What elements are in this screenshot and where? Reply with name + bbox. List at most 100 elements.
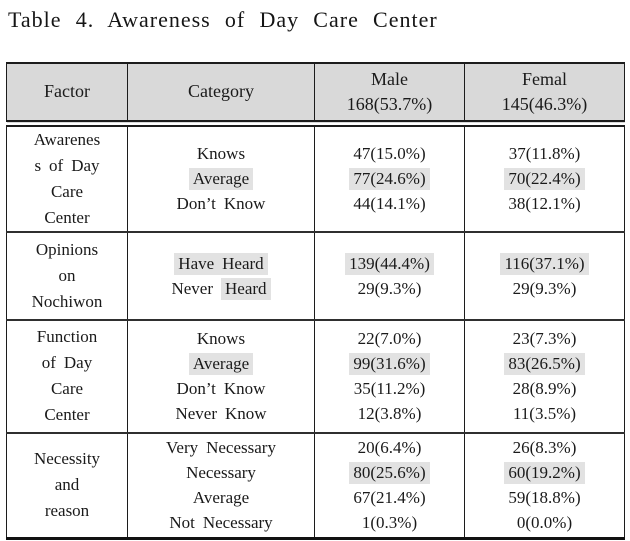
cell-line: Necessary — [128, 460, 314, 485]
category-cell: Have Heard Never Heard — [127, 231, 315, 320]
cell-line: Knows — [128, 326, 314, 351]
cell-text: Don’t Know — [176, 194, 266, 213]
table-section-row: Function of Day Care Center Knows Average D… — [6, 319, 625, 433]
highlighted-text: 83(26.5%) — [504, 353, 585, 375]
cell-text: 35(11.2%) — [353, 379, 426, 398]
cell-line: Never Heard — [128, 276, 314, 301]
male-cell: 139(44.4%) 29(9.3%) — [314, 231, 465, 320]
cell-line: Very Necessary — [128, 435, 314, 460]
cell-text: Necessary — [186, 463, 256, 483]
cell-text: Knows — [196, 144, 246, 163]
male-cell: 47(15.0%) 77(24.6%) 44(14.1%) — [314, 123, 465, 232]
cell-line: Don’t Know — [128, 191, 314, 216]
table-section-row: Necessity and reason Very Necessary Necess… — [6, 432, 625, 539]
cell-text: 0(0.0%) — [516, 513, 573, 533]
cell-text: 23(7.3%) — [512, 329, 577, 348]
factor-cell: Awarenes s of Day Care Center — [6, 123, 128, 232]
cell-line: Average — [128, 166, 314, 191]
highlighted-text: 80(25.6%) — [349, 462, 430, 485]
cell-text: Very Necessary — [166, 438, 276, 458]
highlighted-text: Average — [188, 168, 254, 190]
cell-text: 11(3.5%) — [512, 404, 577, 423]
cell-line: 83(26.5%) — [465, 351, 624, 376]
header-factor: Factor — [6, 62, 128, 127]
cell-line: 22(7.0%) — [315, 326, 464, 351]
cell-text: Not Necessary — [169, 513, 273, 533]
cell-text: Average — [192, 488, 250, 508]
highlighted-text: 116(37.1%) — [500, 252, 589, 275]
cell-line: 28(8.9%) — [465, 376, 624, 401]
male-cell: 22(7.0%) 99(31.6%) 35(11.2%) 12(3.8%) — [314, 319, 465, 433]
cell-line: Not Necessary — [128, 510, 314, 535]
highlighted-text: Average — [188, 353, 254, 375]
cell-text: Knows — [196, 329, 246, 348]
cell-line: 116(37.1%) — [465, 251, 624, 276]
cell-line: Knows — [128, 141, 314, 166]
cell-line: Have Heard — [128, 251, 314, 276]
cell-text: 1(0.3%) — [361, 513, 418, 533]
cell-text: 28(8.9%) — [512, 379, 577, 398]
cell-text: 47(15.0%) — [353, 144, 426, 163]
female-cell: 37(11.8%) 70(22.4%) 38(12.1%) — [464, 123, 625, 232]
cell-line: 23(7.3%) — [465, 326, 624, 351]
cell-text: 12(3.8%) — [357, 404, 422, 423]
cell-line: 1(0.3%) — [315, 510, 464, 535]
cell-line: 0(0.0%) — [465, 510, 624, 535]
highlighted-text: 77(24.6%) — [349, 168, 430, 190]
highlighted-text: Heard — [221, 277, 271, 300]
cell-line: 26(8.3%) — [465, 435, 624, 460]
cell-line: Average — [128, 351, 314, 376]
highlighted-text: 99(31.6%) — [349, 353, 430, 375]
cell-text: Don’t Know — [176, 379, 266, 398]
cell-text: 59(18.8%) — [508, 488, 581, 508]
cell-line: 60(19.2%) — [465, 460, 624, 485]
cell-line: 67(21.4%) — [315, 485, 464, 510]
header-female: Femal 145(46.3%) — [464, 62, 625, 127]
cell-text: Never — [171, 278, 221, 298]
awareness-table: Factor Category Male 168(53.7%) Femal 14… — [6, 62, 625, 540]
category-cell: Knows Average Don’t Know — [127, 123, 315, 232]
cell-line: 70(22.4%) — [465, 166, 624, 191]
cell-line: Don’t Know — [128, 376, 314, 401]
cell-text: 29(9.3%) — [512, 278, 577, 298]
cell-line: 59(18.8%) — [465, 485, 624, 510]
cell-line: Never Know — [128, 401, 314, 426]
cell-text: 67(21.4%) — [353, 488, 426, 508]
header-male: Male 168(53.7%) — [314, 62, 465, 127]
cell-text: 26(8.3%) — [512, 438, 577, 458]
category-cell: Very Necessary Necessary Average Not Necess… — [127, 432, 315, 539]
cell-line: 80(25.6%) — [315, 460, 464, 485]
cell-line: 47(15.0%) — [315, 141, 464, 166]
cell-line: 11(3.5%) — [465, 401, 624, 426]
cell-text: Never Know — [175, 404, 267, 423]
cell-line: 139(44.4%) — [315, 251, 464, 276]
cell-text: 38(12.1%) — [508, 194, 581, 213]
table-section-row: Awarenes s of Day Care Center Knows Averag… — [6, 123, 625, 232]
cell-line: 99(31.6%) — [315, 351, 464, 376]
cell-line: 38(12.1%) — [465, 191, 624, 216]
female-cell: 26(8.3%) 60(19.2%) 59(18.8%) 0(0.0%) — [464, 432, 625, 539]
cell-line: 77(24.6%) — [315, 166, 464, 191]
cell-line: 12(3.8%) — [315, 401, 464, 426]
highlighted-text: 139(44.4%) — [345, 252, 434, 275]
cell-text: 20(6.4%) — [357, 438, 422, 458]
factor-cell: Opinions on Nochiwon — [6, 231, 128, 320]
cell-line: 44(14.1%) — [315, 191, 464, 216]
table-caption: Table 4. Awareness of Day Care Center — [8, 7, 438, 32]
cell-line: Average — [128, 485, 314, 510]
female-cell: 23(7.3%) 83(26.5%) 28(8.9%) 11(3.5%) — [464, 319, 625, 433]
cell-text: 37(11.8%) — [508, 144, 581, 163]
female-cell: 116(37.1%) 29(9.3%) — [464, 231, 625, 320]
factor-cell: Necessity and reason — [6, 432, 128, 539]
cell-line: 29(9.3%) — [465, 276, 624, 301]
factor-cell: Function of Day Care Center — [6, 319, 128, 433]
table-section-row: Opinions on Nochiwon Have Heard Never Hear… — [6, 231, 625, 320]
highlighted-text: Have Heard — [174, 252, 268, 275]
cell-line: 35(11.2%) — [315, 376, 464, 401]
cell-line: 37(11.8%) — [465, 141, 624, 166]
cell-text: 44(14.1%) — [353, 194, 426, 213]
cell-line: 29(9.3%) — [315, 276, 464, 301]
highlighted-text: 60(19.2%) — [504, 462, 585, 485]
male-cell: 20(6.4%) 80(25.6%) 67(21.4%) 1(0.3%) — [314, 432, 465, 539]
category-cell: Knows Average Don’t Know Never Know — [127, 319, 315, 433]
